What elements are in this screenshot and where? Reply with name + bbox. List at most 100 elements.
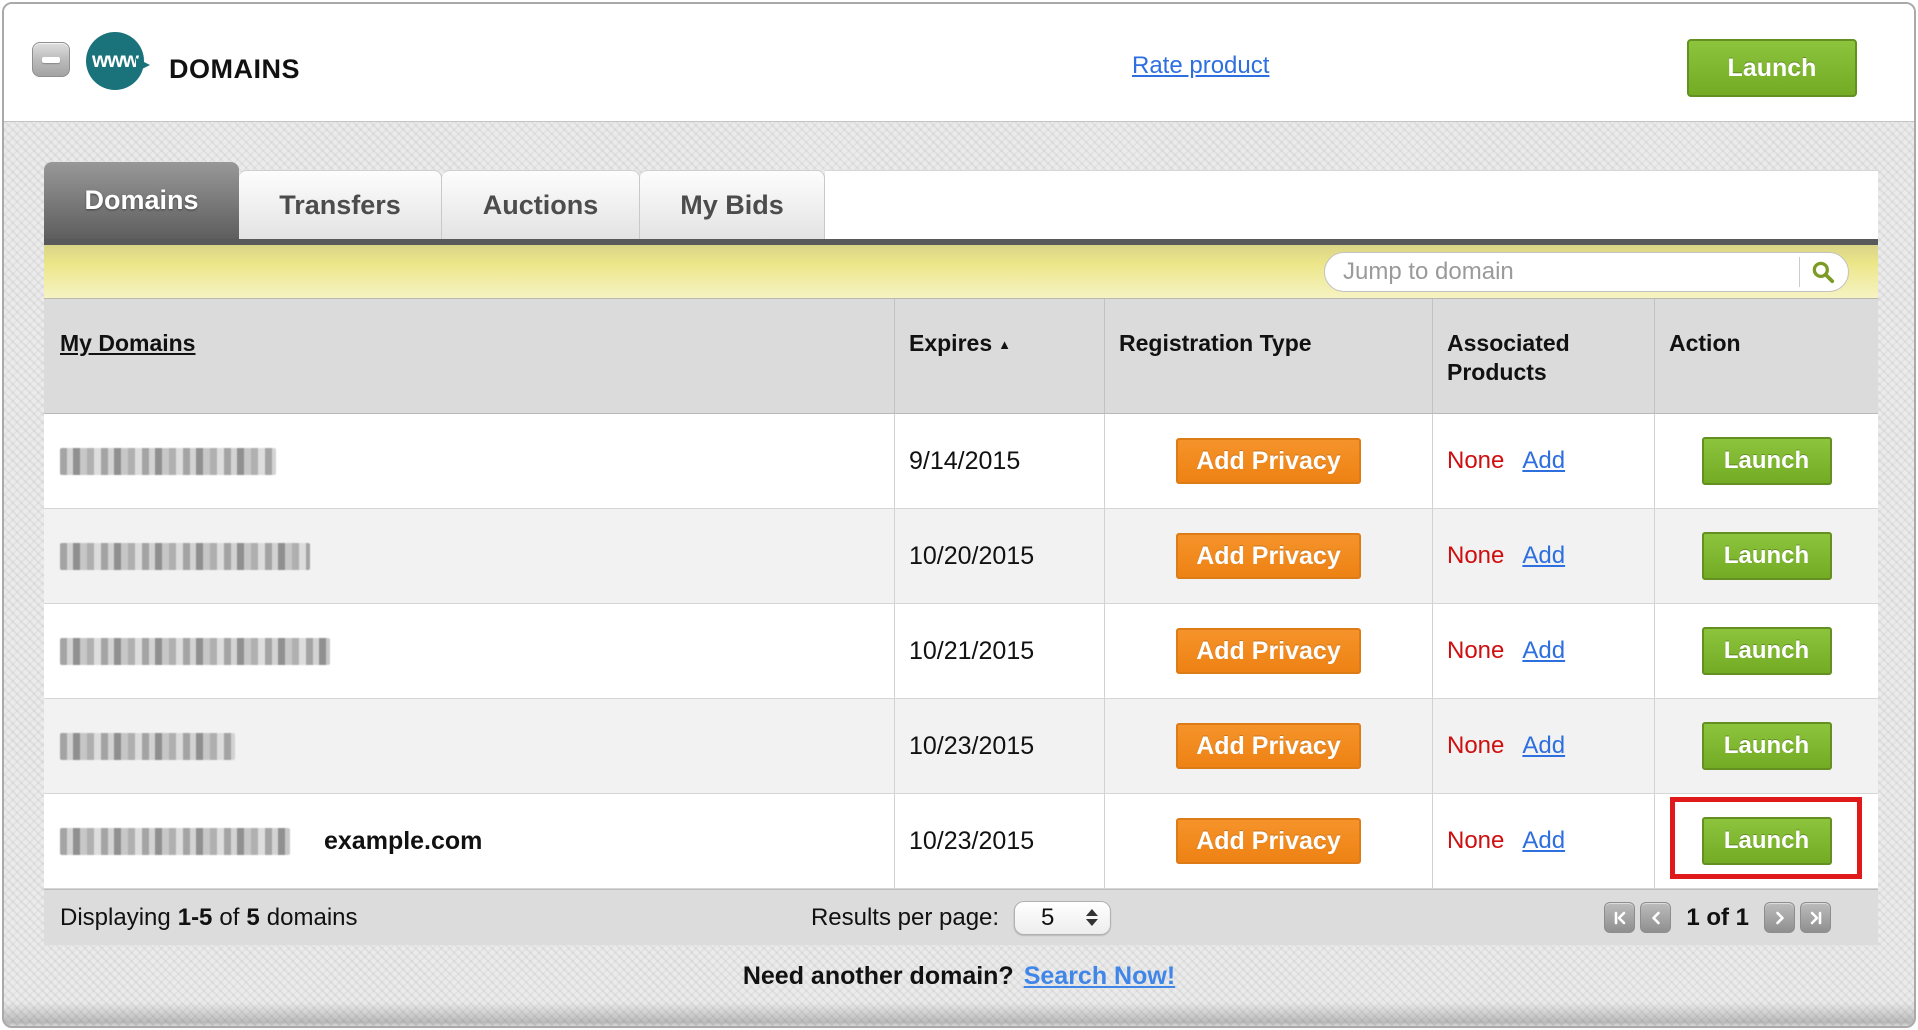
add-privacy-button[interactable]: Add Privacy [1176, 438, 1361, 484]
add-product-link[interactable]: Add [1522, 542, 1566, 569]
table-header-row: My Domains Expires ▲ Registration Type As… [44, 299, 1878, 414]
expires-cell: 9/14/2015 [894, 414, 1104, 508]
table-row: 9/14/2015 Add Privacy None Add Launch [44, 414, 1878, 509]
jump-to-domain-input[interactable] [1343, 258, 1799, 286]
rate-product-link[interactable]: Rate product [1132, 52, 1270, 79]
expires-cell: 10/23/2015 [894, 794, 1104, 888]
collapse-button[interactable] [32, 42, 70, 77]
need-domain-question: Need another domain? [742, 962, 1014, 990]
results-per-page-value: 5 [1041, 903, 1055, 931]
action-cell: Launch [1654, 509, 1878, 603]
launch-button[interactable]: Launch [1701, 437, 1832, 485]
associated-cell: None Add [1432, 604, 1654, 698]
results-per-page-select[interactable]: 5 [1014, 900, 1112, 935]
tab-transfers[interactable]: Transfers [239, 170, 442, 239]
add-product-link[interactable]: Add [1522, 637, 1566, 664]
add-product-link[interactable]: Add [1522, 732, 1566, 759]
launch-button[interactable]: Launch [1701, 627, 1832, 675]
add-product-link[interactable]: Add [1522, 447, 1566, 474]
redacted-domain-name [60, 447, 276, 475]
redacted-domain-name [60, 827, 290, 855]
domain-cell [44, 414, 894, 508]
search-icon [1812, 261, 1835, 284]
tab-auctions[interactable]: Auctions [442, 170, 640, 239]
launch-button-header[interactable]: Launch [1687, 39, 1857, 97]
table-row: 10/23/2015 Add Privacy None Add Launch [44, 699, 1878, 794]
action-cell: Launch [1654, 604, 1878, 698]
tab-bar-divider [44, 239, 1878, 245]
table-row: 10/20/2015 Add Privacy None Add Launch [44, 509, 1878, 604]
last-page-icon [1810, 911, 1821, 924]
redacted-domain-name [60, 542, 310, 570]
column-header-registration-type: Registration Type [1104, 299, 1432, 413]
associated-cell: None Add [1432, 414, 1654, 508]
action-cell: Launch [1654, 414, 1878, 508]
expires-date: 9/14/2015 [909, 446, 1021, 475]
displaying-total: 5 [246, 903, 260, 931]
domains-word: domains [266, 903, 358, 931]
need-another-domain-note: Need another domain? Search Now! [4, 962, 1914, 991]
expires-date: 10/21/2015 [909, 636, 1035, 665]
associated-none-label: None [1447, 447, 1505, 474]
jump-to-domain-box [1324, 252, 1849, 292]
minus-icon [42, 57, 60, 63]
search-toolbar [44, 245, 1878, 299]
registration-cell: Add Privacy [1104, 414, 1432, 508]
results-per-page-group: Results per page: 5 [810, 900, 1112, 935]
registration-cell: Add Privacy [1104, 509, 1432, 603]
associated-none-label: None [1447, 732, 1505, 759]
add-privacy-button[interactable]: Add Privacy [1176, 818, 1361, 864]
www-badge-text: www [91, 49, 139, 72]
add-product-link[interactable]: Add [1522, 827, 1566, 854]
next-page-icon [1775, 911, 1784, 924]
associated-cell: None Add [1432, 699, 1654, 793]
expires-date: 10/23/2015 [909, 731, 1035, 760]
domains-panel: Domains Transfers Auctions My Bids [44, 162, 1878, 945]
select-stepper-icon [1086, 909, 1099, 926]
add-privacy-button[interactable]: Add Privacy [1176, 628, 1361, 674]
column-header-associated-products: Associated Products [1432, 299, 1654, 413]
redacted-domain-name [60, 732, 235, 760]
first-page-button[interactable] [1604, 902, 1636, 933]
app-header: www DOMAINS Rate product Launch [4, 4, 1914, 121]
of-word: of [219, 903, 240, 931]
displaying-word: Displaying [60, 903, 171, 931]
bottom-shadow [4, 1002, 1914, 1026]
search-button[interactable] [1799, 257, 1838, 287]
pagination: 1 of 1 [1604, 902, 1831, 933]
next-page-button[interactable] [1764, 902, 1795, 933]
displaying-range: 1-5 [177, 903, 213, 931]
registration-cell: Add Privacy [1104, 699, 1432, 793]
domain-note: example.com [324, 826, 483, 855]
launch-button-highlighted[interactable]: Launch [1701, 817, 1832, 865]
associated-cell: None Add [1432, 794, 1654, 888]
domain-cell [44, 699, 894, 793]
results-per-page-label: Results per page: [810, 903, 1000, 931]
page-status: 1 of 1 [1686, 903, 1749, 931]
tab-domains[interactable]: Domains [44, 162, 239, 239]
table-row: 10/21/2015 Add Privacy None Add Launch [44, 604, 1878, 699]
action-cell: Launch [1654, 699, 1878, 793]
last-page-button[interactable] [1800, 902, 1831, 933]
domain-cell [44, 604, 894, 698]
expires-cell: 10/23/2015 [894, 699, 1104, 793]
add-privacy-button[interactable]: Add Privacy [1176, 723, 1361, 769]
associated-none-label: None [1447, 827, 1505, 854]
launch-button[interactable]: Launch [1701, 532, 1832, 580]
launch-button[interactable]: Launch [1701, 722, 1832, 770]
expires-cell: 10/20/2015 [894, 509, 1104, 603]
search-now-link[interactable]: Search Now! [1023, 962, 1176, 990]
column-header-action: Action [1654, 299, 1878, 413]
add-privacy-button[interactable]: Add Privacy [1176, 533, 1361, 579]
associated-none-label: None [1447, 542, 1505, 569]
my-domains-sort-link[interactable]: My Domains [60, 330, 196, 356]
tab-my-bids[interactable]: My Bids [640, 170, 825, 239]
column-header-my-domains: My Domains [44, 299, 894, 413]
previous-page-button[interactable] [1640, 902, 1672, 933]
previous-page-icon [1652, 911, 1660, 924]
domain-cell: example.com [44, 794, 894, 888]
action-cell: Launch [1654, 794, 1878, 888]
expires-sort-link[interactable]: Expires [909, 330, 993, 356]
column-header-expires: Expires ▲ [894, 299, 1104, 413]
